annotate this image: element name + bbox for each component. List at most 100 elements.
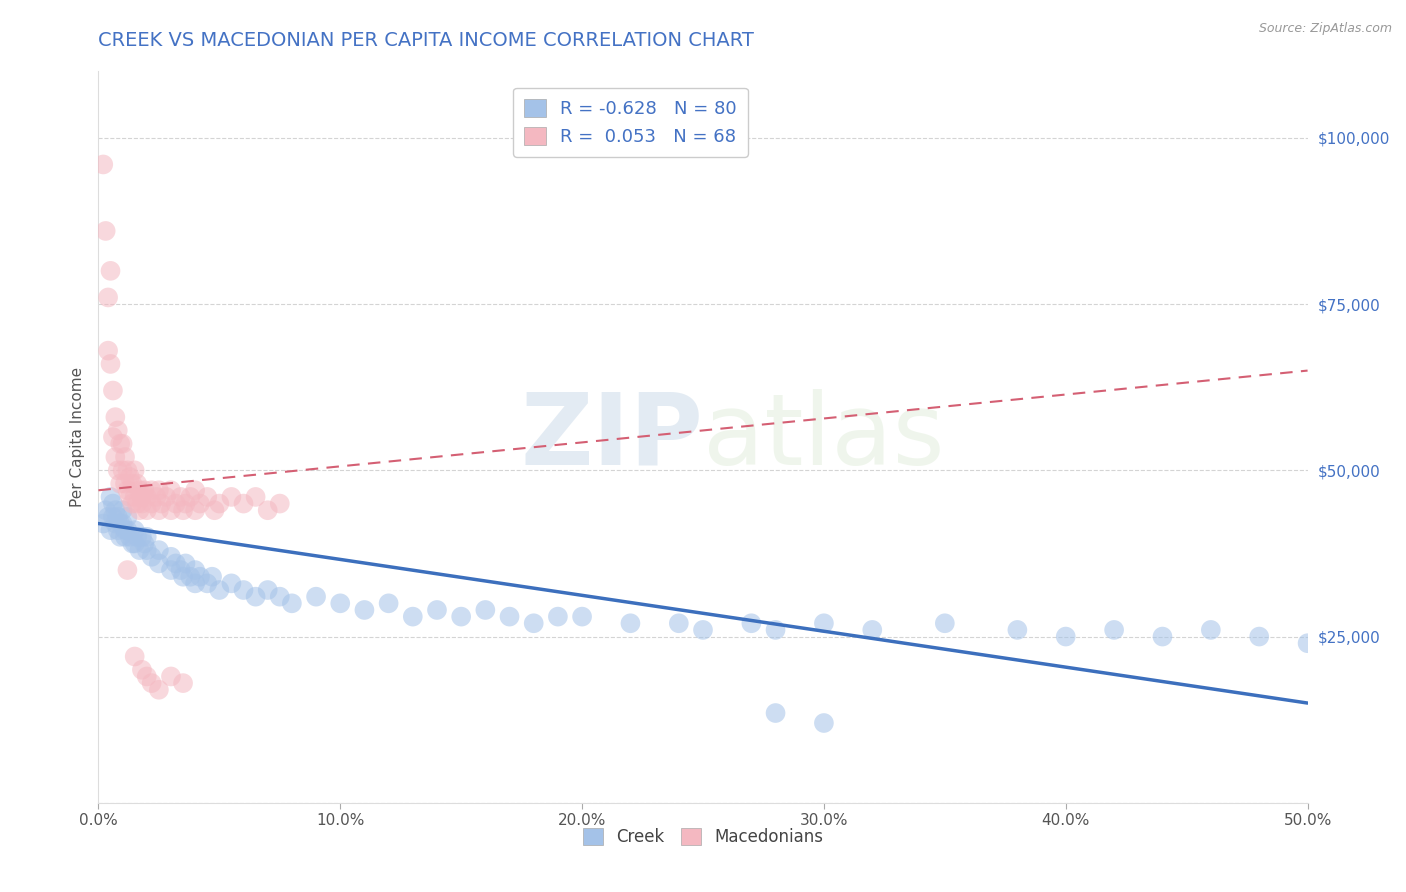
- Point: [135, 669, 157, 683]
- Point: [134, 483, 156, 498]
- Point: [184, 503, 207, 517]
- Point: [1344, 636, 1367, 650]
- Point: [94, 503, 117, 517]
- Point: [91, 157, 114, 171]
- Y-axis label: Per Capita Income: Per Capita Income: [69, 367, 84, 508]
- Point: [108, 516, 131, 531]
- Point: [571, 609, 593, 624]
- Point: [118, 530, 141, 544]
- Point: [169, 490, 191, 504]
- Point: [97, 509, 120, 524]
- Point: [450, 609, 472, 624]
- Point: [97, 343, 120, 358]
- Point: [131, 497, 153, 511]
- Point: [204, 503, 226, 517]
- Text: CREEK VS MACEDONIAN PER CAPITA INCOME CORRELATION CHART: CREEK VS MACEDONIAN PER CAPITA INCOME CO…: [98, 31, 754, 50]
- Point: [208, 582, 231, 597]
- Point: [150, 497, 173, 511]
- Point: [184, 483, 207, 498]
- Point: [141, 497, 163, 511]
- Point: [165, 497, 187, 511]
- Point: [101, 509, 124, 524]
- Point: [1152, 630, 1174, 644]
- Point: [100, 264, 122, 278]
- Point: [101, 430, 124, 444]
- Point: [740, 616, 762, 631]
- Point: [131, 490, 153, 504]
- Point: [256, 582, 278, 597]
- Point: [195, 576, 218, 591]
- Point: [160, 563, 183, 577]
- Point: [111, 516, 134, 531]
- Point: [174, 497, 197, 511]
- Point: [169, 563, 191, 577]
- Point: [117, 483, 139, 498]
- Point: [141, 483, 163, 498]
- Point: [172, 570, 194, 584]
- Point: [245, 590, 267, 604]
- Point: [108, 476, 131, 491]
- Point: [135, 530, 157, 544]
- Point: [117, 523, 139, 537]
- Point: [124, 523, 146, 537]
- Point: [256, 503, 278, 517]
- Point: [179, 490, 201, 504]
- Point: [765, 706, 787, 720]
- Point: [148, 557, 170, 571]
- Point: [172, 503, 194, 517]
- Point: [104, 410, 127, 425]
- Text: atlas: atlas: [703, 389, 945, 485]
- Point: [353, 603, 375, 617]
- Point: [860, 623, 883, 637]
- Point: [160, 549, 183, 564]
- Point: [104, 503, 127, 517]
- Point: [128, 543, 150, 558]
- Point: [221, 490, 243, 504]
- Point: [145, 490, 167, 504]
- Point: [1249, 630, 1271, 644]
- Point: [160, 483, 183, 498]
- Point: [305, 590, 328, 604]
- Point: [127, 497, 149, 511]
- Point: [402, 609, 425, 624]
- Point: [148, 543, 170, 558]
- Point: [128, 503, 150, 517]
- Point: [111, 463, 134, 477]
- Point: [155, 490, 177, 504]
- Point: [127, 476, 149, 491]
- Point: [201, 570, 224, 584]
- Point: [232, 582, 254, 597]
- Text: Source: ZipAtlas.com: Source: ZipAtlas.com: [1258, 22, 1392, 36]
- Point: [135, 503, 157, 517]
- Point: [141, 676, 163, 690]
- Point: [114, 530, 136, 544]
- Point: [1102, 623, 1125, 637]
- Point: [124, 490, 146, 504]
- Point: [134, 536, 156, 550]
- Point: [91, 516, 114, 531]
- Point: [124, 536, 146, 550]
- Point: [107, 509, 129, 524]
- Point: [97, 290, 120, 304]
- Point: [377, 596, 399, 610]
- Point: [188, 497, 211, 511]
- Point: [101, 497, 124, 511]
- Point: [619, 616, 641, 631]
- Point: [208, 497, 231, 511]
- Point: [121, 476, 143, 491]
- Point: [124, 649, 146, 664]
- Point: [100, 490, 122, 504]
- Point: [104, 450, 127, 464]
- Point: [107, 523, 129, 537]
- Point: [117, 509, 139, 524]
- Point: [127, 530, 149, 544]
- Point: [131, 663, 153, 677]
- Point: [111, 436, 134, 450]
- Point: [131, 530, 153, 544]
- Point: [117, 463, 139, 477]
- Point: [232, 497, 254, 511]
- Point: [118, 470, 141, 484]
- Point: [1199, 623, 1222, 637]
- Point: [135, 490, 157, 504]
- Point: [281, 596, 304, 610]
